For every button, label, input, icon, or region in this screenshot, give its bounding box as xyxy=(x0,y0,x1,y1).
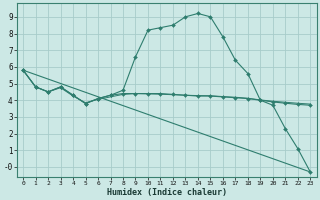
X-axis label: Humidex (Indice chaleur): Humidex (Indice chaleur) xyxy=(107,188,227,197)
